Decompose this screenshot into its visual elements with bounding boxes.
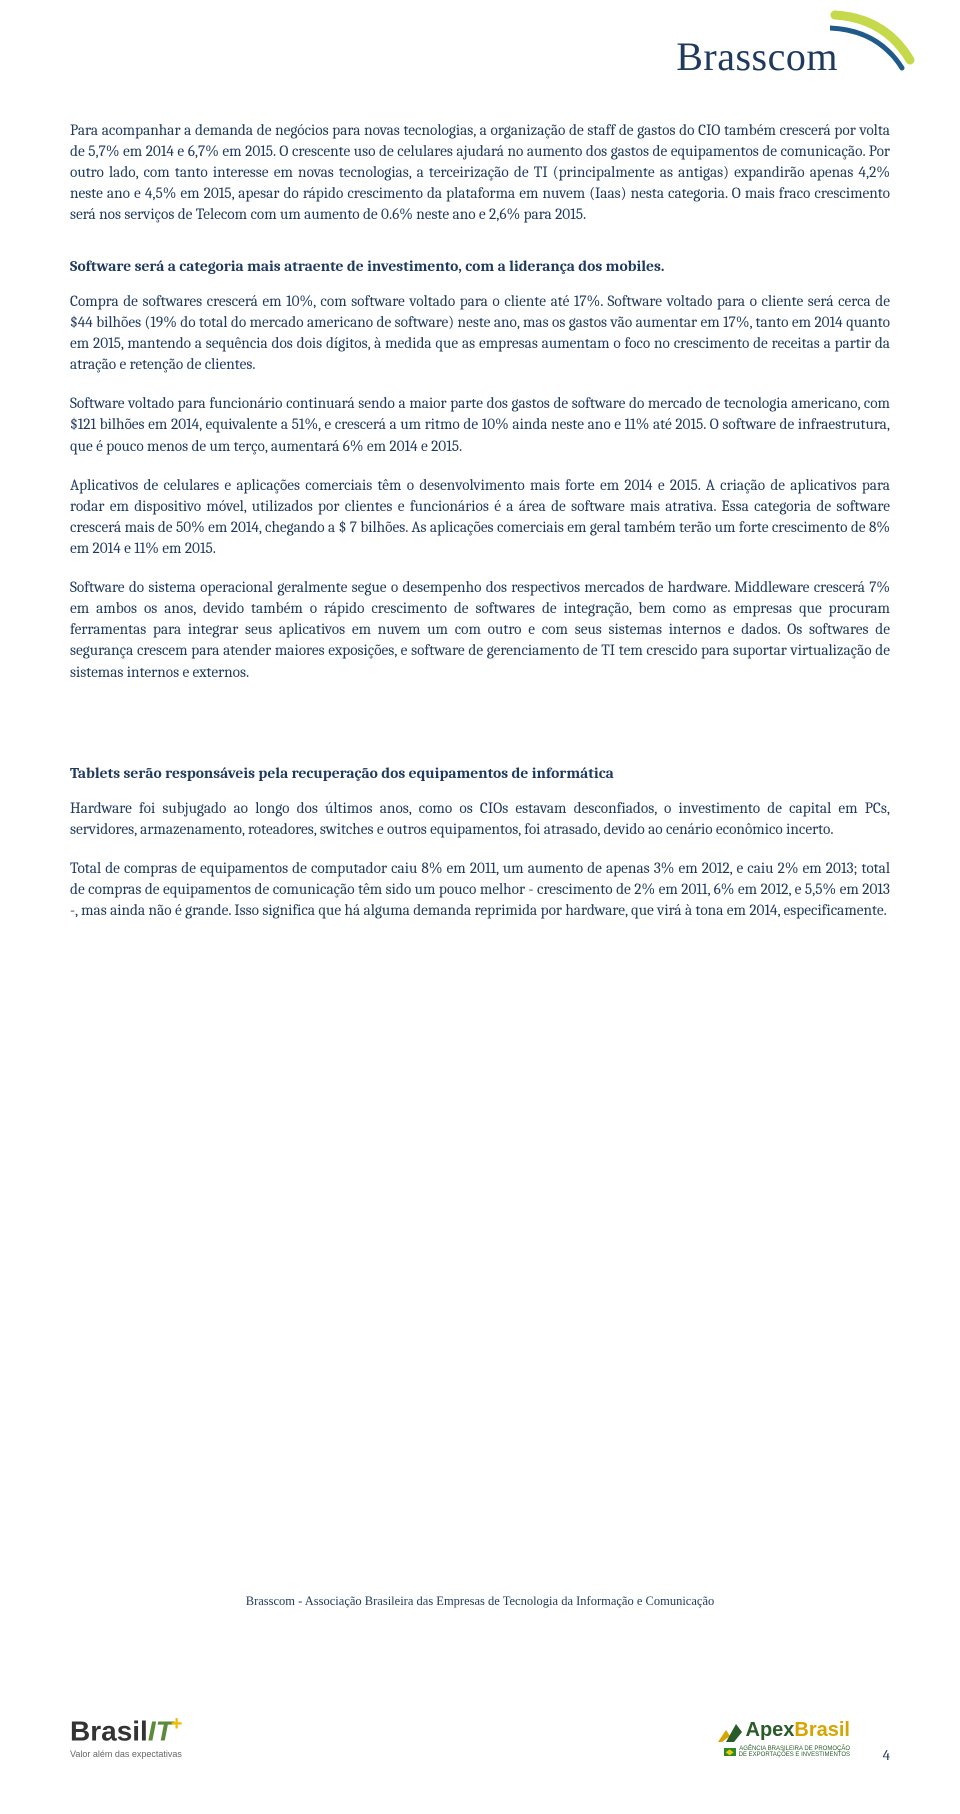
paragraph: Software do sistema operacional geralmen… xyxy=(70,577,890,683)
apex-logo: ApexBrasil AGÊNCIA BRASILEIRA DE PROMOÇÃ… xyxy=(716,1718,851,1759)
brasilit-word1: Brasil xyxy=(70,1715,148,1746)
brasilit-logo: BrasilIT+ Valor além das expectativas xyxy=(70,1713,182,1759)
section-heading: Tablets serão responsáveis pela recupera… xyxy=(70,763,890,784)
brasilit-word2: IT xyxy=(148,1715,173,1746)
apex-sub-text: AGÊNCIA BRASILEIRA DE PROMOÇÃO DE EXPORT… xyxy=(739,1746,850,1759)
footer-org-line: Brasscom - Associação Brasileira das Emp… xyxy=(70,1594,890,1609)
brazil-flag-icon xyxy=(724,1748,736,1756)
section-heading: Software será a categoria mais atraente … xyxy=(70,256,890,277)
page-number: 4 xyxy=(883,1746,890,1764)
paragraph: Aplicativos de celulares e aplicações co… xyxy=(70,475,890,559)
brasilit-tagline: Valor além das expectativas xyxy=(70,1749,182,1759)
header-logo: Brasscom xyxy=(676,15,920,80)
apex-arrows-icon xyxy=(716,1718,742,1744)
brasilit-plus-icon: + xyxy=(171,1713,183,1735)
paragraph: Total de compras de equipamentos de comp… xyxy=(70,858,890,921)
paragraph: Software voltado para funcionário contin… xyxy=(70,393,890,456)
footer-logos: BrasilIT+ Valor além das expectativas Ap… xyxy=(70,1713,890,1759)
apex-wordmark: ApexBrasil xyxy=(746,1719,851,1742)
brand-swoosh-icon xyxy=(840,15,920,70)
brasilit-wordmark: BrasilIT+ xyxy=(70,1713,182,1747)
brand-name: Brasscom xyxy=(676,33,838,80)
apex-subtitle: AGÊNCIA BRASILEIRA DE PROMOÇÃO DE EXPORT… xyxy=(724,1746,850,1759)
apex-word1: Apex xyxy=(746,1719,795,1741)
paragraph: Hardware foi subjugado ao longo dos últi… xyxy=(70,798,890,840)
apex-top-row: ApexBrasil xyxy=(716,1718,851,1744)
apex-word2: Brasil xyxy=(794,1719,850,1741)
document-body: Para acompanhar a demanda de negócios pa… xyxy=(0,0,960,1190)
paragraph: Compra de softwares crescerá em 10%, com… xyxy=(70,291,890,375)
paragraph: Para acompanhar a demanda de negócios pa… xyxy=(70,120,890,226)
